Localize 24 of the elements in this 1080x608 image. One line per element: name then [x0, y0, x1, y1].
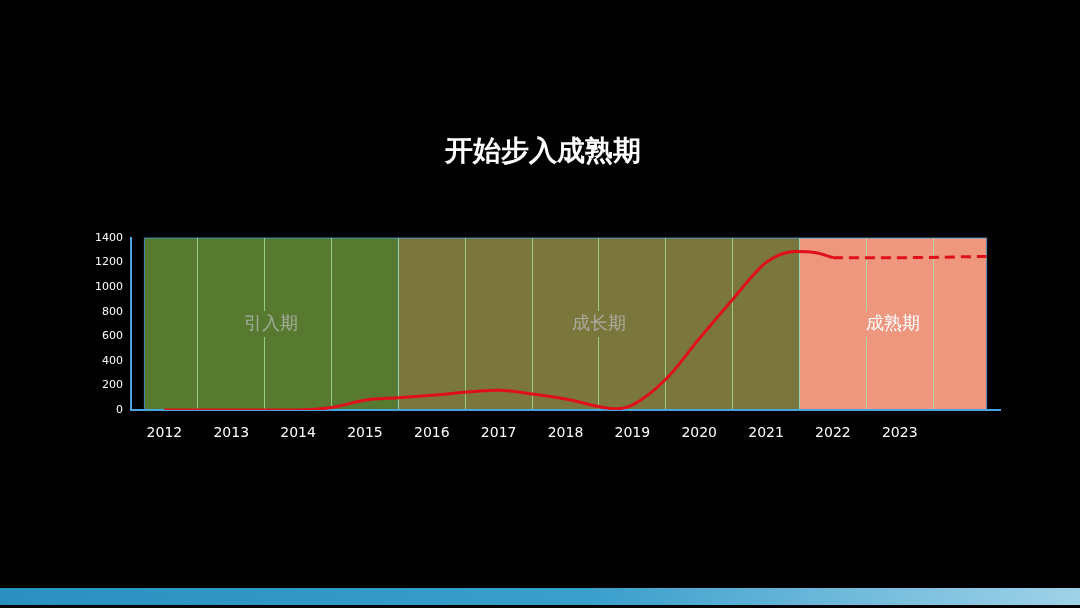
chart-title: 开始步入成熟期 — [444, 133, 642, 169]
x-tick-label: 2019 — [614, 424, 651, 441]
x-tick-label: 2017 — [480, 424, 517, 441]
x-tick-label: 2013 — [213, 424, 250, 441]
band-label: 成熟期 — [866, 311, 921, 333]
x-tick-label: 2016 — [413, 424, 450, 441]
y-tick-label: 400 — [102, 353, 123, 367]
x-tick-label: 2015 — [347, 424, 383, 441]
y-tick-label: 200 — [102, 378, 123, 392]
x-tick-label: 2014 — [280, 424, 317, 441]
y-tick-label: 1400 — [95, 230, 123, 244]
y-tick-label: 1200 — [95, 255, 123, 269]
x-tick-label: 2023 — [881, 424, 918, 441]
y-tick-label: 800 — [102, 304, 123, 318]
band-label: 成长期 — [571, 311, 626, 333]
x-tick-label: 2021 — [748, 424, 784, 441]
x-tick-label: 2018 — [547, 424, 584, 441]
x-tick-label: 2020 — [681, 424, 718, 441]
y-tick-label: 0 — [116, 402, 123, 416]
x-tick-label: 2022 — [815, 424, 851, 441]
y-tick-label: 1000 — [95, 280, 123, 293]
x-tick-label: 2012 — [146, 424, 183, 441]
band-label: 引入期 — [244, 311, 299, 333]
y-tick-label: 600 — [102, 329, 123, 343]
